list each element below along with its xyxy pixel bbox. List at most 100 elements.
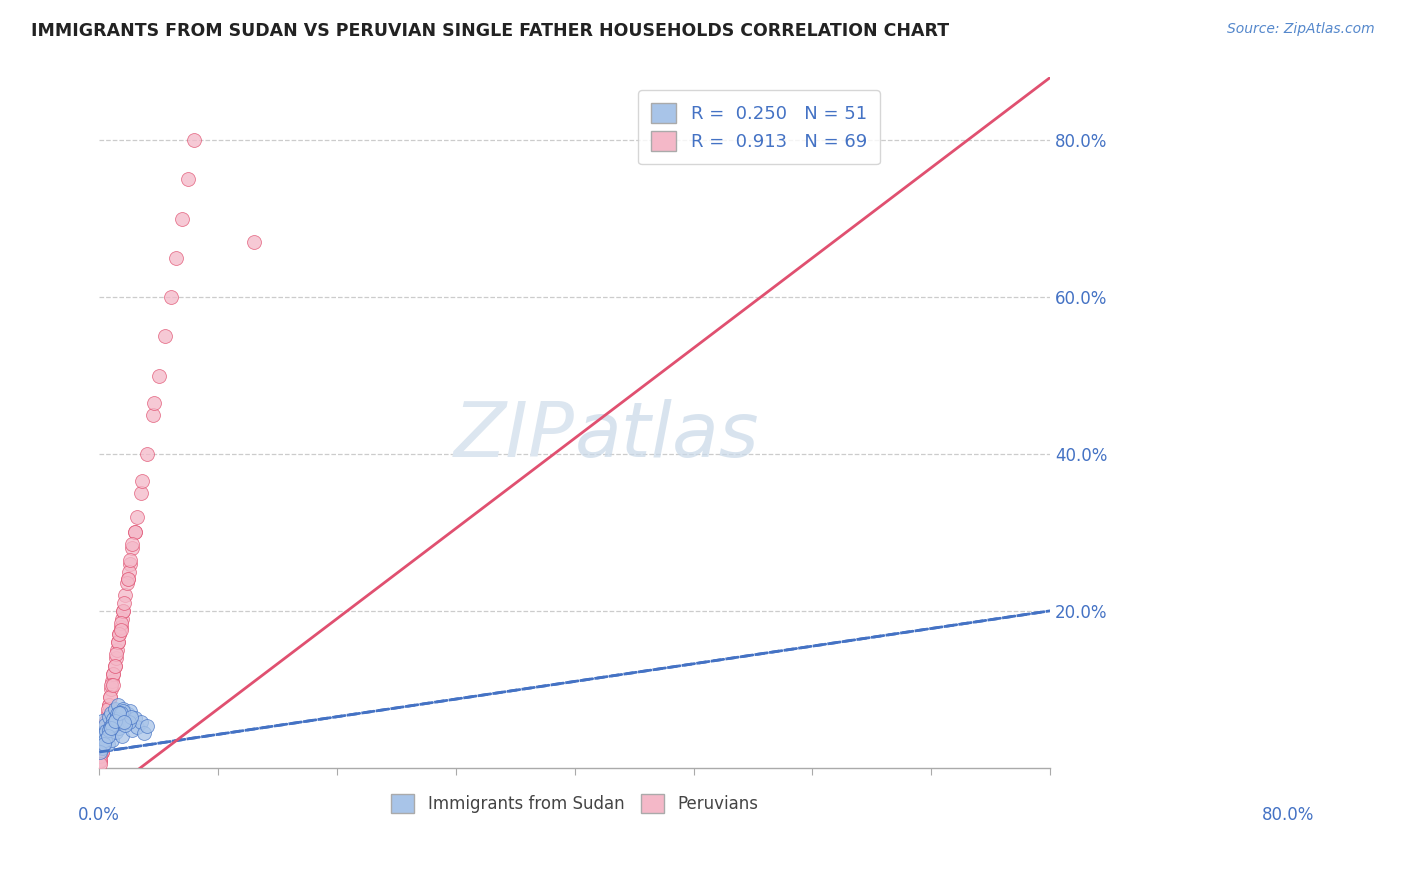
Point [148, 368, 170, 383]
Point [93, 737, 115, 751]
Point [100, 722, 122, 736]
Point [90, 745, 112, 759]
Point [101, 717, 124, 731]
Point [103, 717, 125, 731]
Point [120, 557, 142, 571]
Point [108, 706, 131, 720]
Point [105, 707, 128, 722]
Point [96, 729, 118, 743]
Point [118, 715, 141, 730]
Point [94, 717, 117, 731]
Point [124, 525, 146, 540]
Point [127, 509, 149, 524]
Point [134, 726, 156, 740]
Point [98, 720, 121, 734]
Point [120, 704, 142, 718]
Point [94, 722, 117, 736]
Point [90, 741, 112, 756]
Point [172, 211, 194, 226]
Point [121, 723, 143, 737]
Point [110, 709, 132, 723]
Point [98, 722, 121, 736]
Point [112, 596, 135, 610]
Point [142, 396, 165, 410]
Point [96, 714, 118, 728]
Text: IMMIGRANTS FROM SUDAN VS PERUVIAN SINGLE FATHER HOUSEHOLDS CORRELATION CHART: IMMIGRANTS FROM SUDAN VS PERUVIAN SINGLE… [31, 22, 949, 40]
Point [101, 674, 124, 689]
Point [129, 486, 152, 500]
Point [135, 447, 157, 461]
Point [104, 702, 127, 716]
Point [108, 627, 131, 641]
Point [94, 733, 117, 747]
Point [89, 748, 111, 763]
Point [93, 729, 115, 743]
Point [108, 722, 131, 736]
Point [104, 725, 127, 739]
Point [115, 576, 138, 591]
Text: 80.0%: 80.0% [1261, 805, 1315, 823]
Point [121, 541, 143, 555]
Point [104, 658, 127, 673]
Point [101, 733, 124, 747]
Point [105, 643, 128, 657]
Point [105, 714, 128, 728]
Point [90, 714, 112, 728]
Point [107, 635, 129, 649]
Point [100, 706, 122, 720]
Point [98, 690, 121, 705]
Point [121, 537, 143, 551]
Point [114, 588, 136, 602]
Point [97, 709, 120, 723]
Point [166, 251, 188, 265]
Point [96, 729, 118, 743]
Point [242, 235, 264, 249]
Point [142, 408, 165, 422]
Point [89, 731, 111, 745]
Point [110, 615, 132, 630]
Text: ZIP: ZIP [454, 400, 575, 474]
Point [104, 658, 127, 673]
Point [97, 698, 120, 712]
Point [93, 729, 115, 743]
Point [114, 717, 136, 731]
Point [131, 475, 153, 489]
Point [89, 755, 111, 769]
Point [127, 720, 149, 734]
Point [96, 737, 118, 751]
Point [97, 698, 120, 712]
Point [94, 722, 117, 736]
Point [93, 733, 115, 747]
Point [103, 666, 125, 681]
Point [91, 737, 114, 751]
Point [124, 711, 146, 725]
Point [90, 745, 112, 759]
Point [111, 704, 134, 718]
Point [104, 714, 127, 728]
Point [91, 733, 114, 747]
Point [96, 706, 118, 720]
Point [104, 647, 127, 661]
Point [159, 290, 181, 304]
Point [97, 709, 120, 723]
Point [107, 635, 129, 649]
Point [118, 565, 141, 579]
Point [110, 619, 132, 633]
Point [100, 678, 122, 692]
Point [111, 729, 134, 743]
Point [110, 624, 132, 638]
Point [112, 715, 135, 730]
Point [89, 753, 111, 767]
Point [100, 682, 122, 697]
Point [117, 707, 139, 722]
Point [96, 702, 118, 716]
Point [103, 666, 125, 681]
Point [108, 627, 131, 641]
Point [120, 709, 142, 723]
Point [177, 172, 200, 186]
Point [183, 133, 205, 147]
Point [91, 728, 114, 742]
Text: Source: ZipAtlas.com: Source: ZipAtlas.com [1227, 22, 1375, 37]
Point [129, 715, 152, 730]
Point [98, 690, 121, 705]
